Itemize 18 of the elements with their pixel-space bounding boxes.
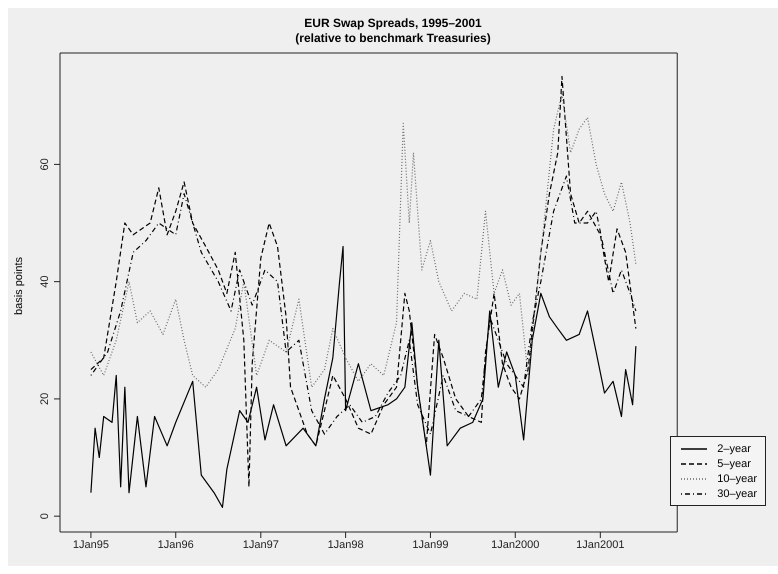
legend-label: 10–year (717, 472, 757, 484)
chart-subtitle: (relative to benchmark Treasuries) (294, 31, 492, 46)
x-tick-label: 1Jan2001 (576, 538, 624, 551)
chart-title: EUR Swap Spreads, 1995–2001 (303, 16, 483, 31)
legend-label: 5–year (717, 458, 751, 470)
y-axis-title: basis points (13, 256, 25, 316)
legend-label: 30–year (717, 488, 757, 500)
x-tick-label: 1Jan98 (328, 538, 364, 551)
x-tick-label: 1Jan96 (158, 538, 194, 551)
y-tick-label: 60 (39, 158, 51, 171)
y-tick-label: 20 (39, 392, 51, 406)
x-tick-label: 1Jan97 (242, 538, 279, 551)
y-tick-label: 0 (39, 513, 51, 520)
legend-label: 2–year (717, 442, 751, 454)
x-tick-label: 1Jan99 (412, 538, 448, 551)
x-tick-label: 1Jan95 (72, 538, 109, 551)
x-tick-label: 1Jan2000 (491, 538, 540, 551)
y-tick-label: 40 (39, 276, 51, 288)
